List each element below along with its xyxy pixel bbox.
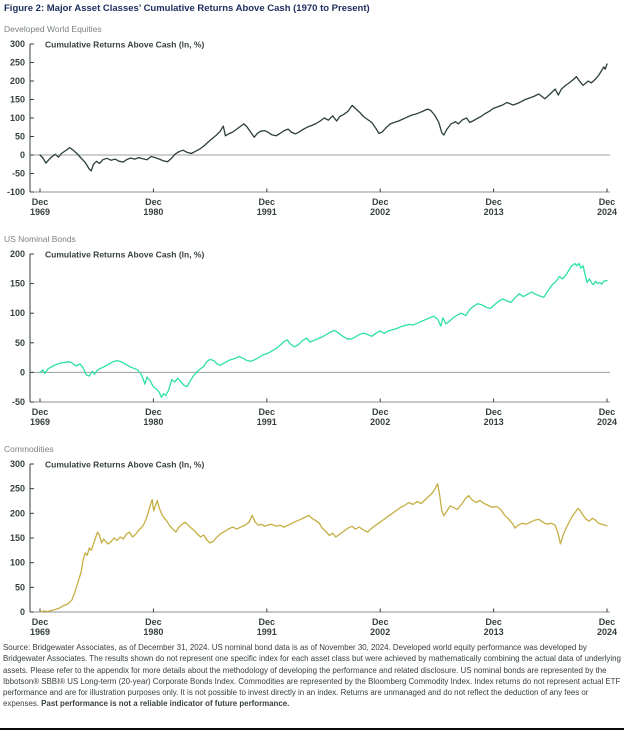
svg-text:100: 100	[10, 558, 25, 568]
svg-text:50: 50	[15, 582, 25, 592]
svg-text:50: 50	[15, 338, 25, 348]
svg-text:2024: 2024	[597, 627, 617, 637]
svg-text:1969: 1969	[30, 417, 50, 427]
figure-title: Figure 2: Major Asset Classes’ Cumulativ…	[4, 3, 370, 14]
svg-text:2002: 2002	[370, 207, 390, 217]
svg-text:Dec: Dec	[599, 617, 616, 627]
chart-inner-label: Cumulative Returns Above Cash (ln, %)	[45, 250, 204, 260]
svg-text:300: 300	[10, 39, 25, 49]
svg-text:250: 250	[10, 58, 25, 68]
chart-subtitle: Commodities	[4, 444, 54, 454]
svg-text:Dec: Dec	[259, 407, 276, 417]
svg-text:2002: 2002	[370, 417, 390, 427]
chart-subtitle: US Nominal Bonds	[4, 234, 76, 244]
svg-text:0: 0	[20, 367, 25, 377]
svg-text:-100: -100	[7, 187, 25, 197]
svg-text:200: 200	[10, 249, 25, 259]
y-axis: 200 150 100 50 0 -50	[10, 249, 34, 407]
bottom-rule	[0, 728, 624, 730]
x-axis: Dec1969Dec1980Dec1991Dec2002Dec2013Dec20…	[30, 608, 617, 637]
svg-text:Dec: Dec	[372, 407, 389, 417]
svg-text:1991: 1991	[257, 207, 277, 217]
svg-text:Dec: Dec	[599, 407, 616, 417]
y-axis: 300 250 200 150 100 50 0	[10, 459, 34, 617]
y-axis: 300 250 200 150 100 50 0 -50 -100	[7, 39, 34, 197]
x-axis: Dec1969Dec1980Dec1991Dec2002Dec2013Dec20…	[30, 398, 617, 427]
svg-text:1969: 1969	[30, 627, 50, 637]
svg-text:150: 150	[10, 95, 25, 105]
chart-section-bonds: US Nominal Bonds Dec 1969 Dec 1980 Dec 1991 De…	[0, 234, 624, 428]
svg-text:300: 300	[10, 459, 25, 469]
svg-text:Dec: Dec	[372, 197, 389, 207]
svg-text:Dec: Dec	[259, 197, 276, 207]
chart-section-equities: Developed World Equities Dec 1969 Dec 1980 D…	[0, 24, 624, 218]
svg-text:Dec: Dec	[32, 617, 49, 627]
source-note: Source: Bridgewater Associates, as of De…	[0, 642, 624, 710]
svg-text:250: 250	[10, 484, 25, 494]
svg-text:2013: 2013	[484, 207, 504, 217]
svg-text:Dec: Dec	[372, 617, 389, 627]
svg-text:2002: 2002	[370, 627, 390, 637]
svg-text:2013: 2013	[484, 417, 504, 427]
svg-text:0: 0	[20, 607, 25, 617]
disclaimer-bold-text: Past performance is not a reliable indic…	[41, 699, 290, 709]
commodities-line-chart: Dec1969Dec1980Dec1991Dec2002Dec2013Dec20…	[10, 459, 617, 637]
svg-text:1969: 1969	[30, 207, 50, 217]
x-axis: Dec1969Dec1980Dec1991Dec2002Dec2013Dec20…	[30, 188, 617, 217]
svg-text:Dec: Dec	[32, 407, 49, 417]
svg-text:-50: -50	[12, 397, 25, 407]
svg-text:Dec: Dec	[145, 617, 162, 627]
chart-inner-label: Cumulative Returns Above Cash (ln, %)	[45, 40, 204, 50]
svg-text:Dec: Dec	[32, 197, 49, 207]
svg-text:0: 0	[20, 150, 25, 160]
svg-text:1991: 1991	[257, 627, 277, 637]
svg-text:100: 100	[10, 308, 25, 318]
svg-text:Dec: Dec	[485, 617, 502, 627]
svg-text:Dec: Dec	[145, 197, 162, 207]
svg-text:2024: 2024	[597, 207, 617, 217]
bonds-line-chart: Dec1969Dec1980Dec1991Dec2002Dec2013Dec20…	[10, 249, 617, 427]
chart-inner-label: Cumulative Returns Above Cash (ln, %)	[45, 460, 204, 470]
svg-text:-50: -50	[12, 169, 25, 179]
equities-line-chart: Dec1969Dec1980Dec1991Dec2002Dec2013Dec20…	[7, 39, 617, 217]
commodities-line	[39, 483, 608, 613]
svg-text:Dec: Dec	[485, 197, 502, 207]
svg-text:Dec: Dec	[599, 197, 616, 207]
chart-section-commodities: Commodities Dec 1969 Dec 1980 Dec 1991 Dec 2002…	[0, 444, 624, 638]
svg-text:100: 100	[10, 113, 25, 123]
source-note-text: Source: Bridgewater Associates, as of De…	[3, 643, 621, 709]
us-nominal-bonds-line	[39, 262, 608, 398]
svg-text:150: 150	[10, 533, 25, 543]
svg-text:200: 200	[10, 508, 25, 518]
developed-world-equities-line	[39, 63, 608, 172]
svg-text:1980: 1980	[143, 207, 163, 217]
svg-text:150: 150	[10, 279, 25, 289]
svg-text:2013: 2013	[484, 627, 504, 637]
svg-text:Dec: Dec	[145, 407, 162, 417]
svg-text:1980: 1980	[143, 627, 163, 637]
svg-text:Dec: Dec	[485, 407, 502, 417]
svg-text:Dec: Dec	[259, 617, 276, 627]
svg-text:200: 200	[10, 76, 25, 86]
chart-subtitle: Developed World Equities	[4, 24, 102, 34]
svg-text:1980: 1980	[143, 417, 163, 427]
svg-text:50: 50	[15, 132, 25, 142]
svg-text:1991: 1991	[257, 417, 277, 427]
svg-text:2024: 2024	[597, 417, 617, 427]
